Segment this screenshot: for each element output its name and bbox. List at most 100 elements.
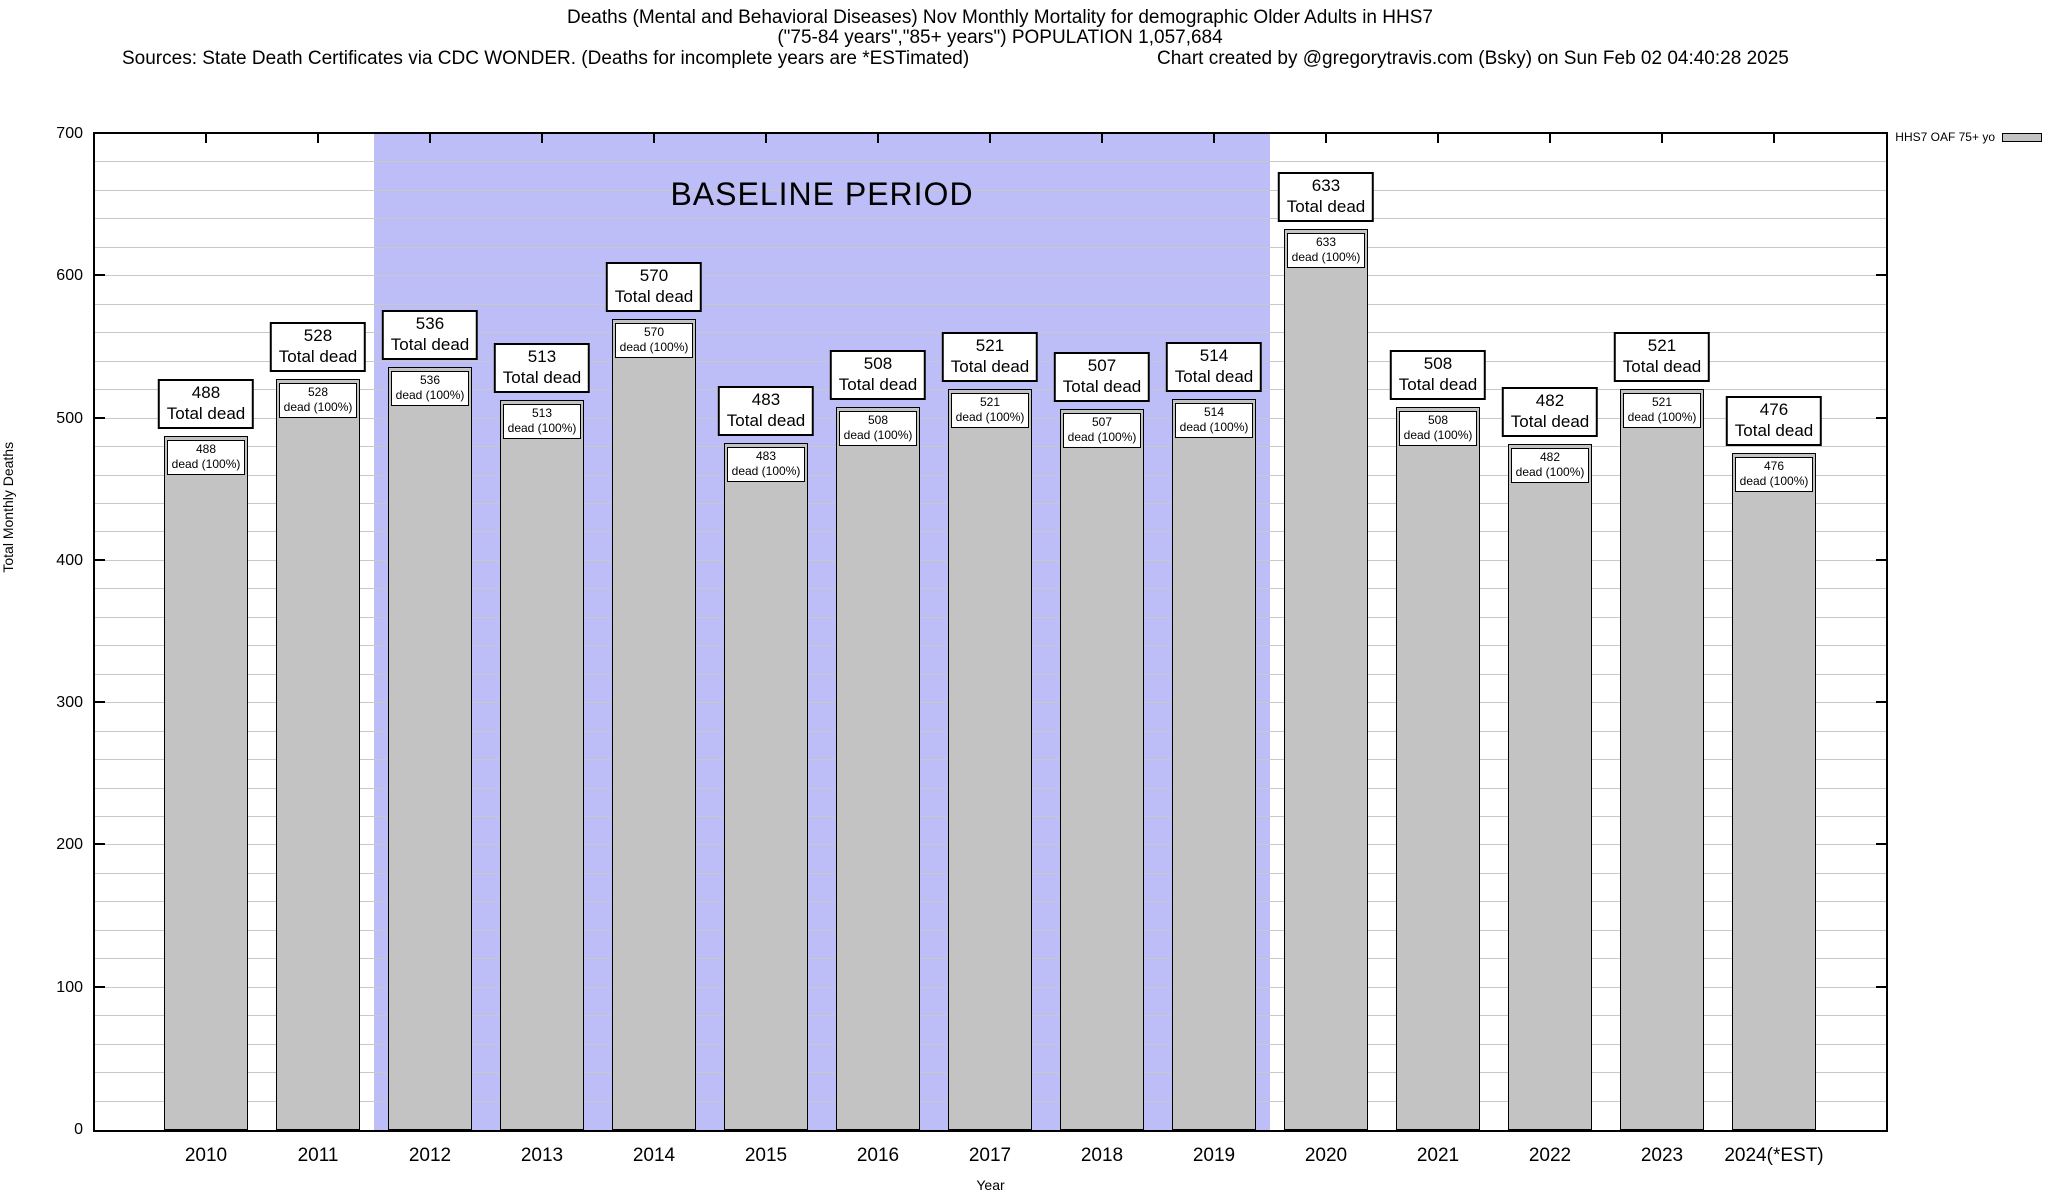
bar-outer-value: 476 [1759, 399, 1789, 419]
gridline [95, 275, 1886, 277]
y-tick-label: 500 [56, 409, 83, 427]
bar-outer-suffix: Total dead [950, 356, 1030, 376]
x-axis-tick [989, 134, 991, 143]
bar-inner-value: 513 [531, 406, 553, 420]
bar-inner-suffix: dead (100%) [1403, 428, 1473, 442]
bar-inner-label: 482 dead (100%) [1511, 448, 1589, 483]
x-tick-label: 2018 [1080, 1145, 1124, 1166]
bar-inner-value: 508 [867, 413, 889, 427]
bar-inner-label: 570 dead (100%) [615, 323, 693, 358]
bar-outer-value: 528 [303, 325, 333, 345]
bar-2011: 528 dead (100%) [276, 379, 360, 1130]
x-axis-tick [1213, 134, 1215, 143]
bar-outer-label: 514 Total dead [1165, 341, 1263, 392]
x-axis-title: Year [976, 1177, 1005, 1193]
credit-note: Chart created by @gregorytravis.com (Bsk… [1157, 48, 1789, 69]
y-axis-tick [1876, 558, 1886, 561]
bar-outer-value: 488 [191, 382, 221, 402]
bar-inner-value: 476 [1763, 459, 1785, 473]
bar-2017: 521 dead (100%) [948, 389, 1032, 1130]
bar-outer-suffix: Total dead [726, 410, 806, 430]
bar-outer-value: 514 [1199, 345, 1229, 365]
bar-outer-value: 633 [1311, 175, 1341, 195]
bar-outer-label: 507 Total dead [1053, 351, 1151, 402]
sources-note: Sources: State Death Certificates via CD… [122, 48, 970, 69]
x-tick-label: 2012 [408, 1145, 452, 1166]
x-tick-label: 2021 [1416, 1145, 1460, 1166]
bar-outer-suffix: Total dead [278, 346, 358, 366]
x-axis-tick [541, 134, 543, 143]
x-tick-label: 2023 [1640, 1145, 1684, 1166]
y-axis-tick [1876, 843, 1886, 846]
bar-outer-value: 521 [1647, 335, 1677, 355]
bar-inner-value: 521 [979, 395, 1001, 409]
bar-outer-value: 507 [1087, 355, 1117, 375]
y-axis-tick [1876, 701, 1886, 704]
gridline [95, 218, 1886, 220]
bar-inner-label: 528 dead (100%) [279, 383, 357, 418]
bar-outer-label: 521 Total dead [941, 331, 1039, 382]
bar-inner-label: 476 dead (100%) [1735, 457, 1813, 492]
y-tick-label: 200 [56, 836, 83, 854]
bar-inner-value: 488 [195, 442, 217, 456]
bar-inner-suffix: dead (100%) [619, 340, 689, 354]
bar-inner-label: 521 dead (100%) [951, 393, 1029, 428]
bar-inner-label: 508 dead (100%) [1399, 411, 1477, 446]
bar-outer-value: 536 [415, 313, 445, 333]
plot-area: Year BASELINE PERIOD 0 100 200 300 400 500 600 7… [56, 126, 1888, 1193]
y-tick-label: 100 [56, 978, 83, 996]
bar-outer-label: 536 Total dead [381, 309, 479, 360]
bar-outer-label: 570 Total dead [605, 261, 703, 312]
bar-inner-value: 482 [1539, 450, 1561, 464]
bar-outer-label: 508 Total dead [1389, 349, 1487, 400]
bar-outer-value: 482 [1535, 390, 1565, 410]
x-axis-tick [877, 134, 879, 143]
x-axis-tick [1661, 134, 1663, 143]
x-tick-label: 2020 [1304, 1145, 1348, 1166]
bar-inner-label: 513 dead (100%) [503, 404, 581, 439]
bar-outer-value: 508 [863, 353, 893, 373]
bar-inner-suffix: dead (100%) [731, 464, 801, 478]
y-tick-label: 400 [56, 551, 83, 569]
bar-outer-label: 488 Total dead [157, 378, 255, 429]
bar-outer-label: 482 Total dead [1501, 386, 1599, 437]
bar-2018: 507 dead (100%) [1060, 409, 1144, 1130]
x-tick-label: 2015 [744, 1145, 788, 1166]
x-axis-tick [1325, 134, 1327, 143]
bar-outer-suffix: Total dead [390, 334, 470, 354]
bar-inner-value: 536 [419, 373, 441, 387]
gridline [95, 189, 1886, 191]
y-tick-label: 0 [74, 1121, 83, 1138]
bar-outer-suffix: Total dead [1510, 411, 1590, 431]
bar-inner-suffix: dead (100%) [955, 410, 1025, 424]
bar-2020: 633 dead (100%) [1284, 229, 1368, 1130]
bar-inner-label: 488 dead (100%) [167, 440, 245, 475]
bar-outer-suffix: Total dead [614, 286, 694, 306]
bar-inner-suffix: dead (100%) [1067, 430, 1137, 444]
baseline-period-label: BASELINE PERIOD [670, 176, 974, 212]
legend: HHS7 OAF 75+ yo [1895, 130, 2042, 144]
bar-outer-suffix: Total dead [166, 403, 246, 423]
y-tick-label: 600 [56, 267, 83, 285]
x-axis-tick [317, 134, 319, 143]
x-tick-label: 2024(*EST) [1724, 1145, 1824, 1166]
bar-2012: 536 dead (100%) [388, 367, 472, 1130]
y-tick-label: 700 [56, 125, 83, 142]
gridline [95, 246, 1886, 248]
bar-outer-label: 483 Total dead [717, 385, 815, 436]
bar-inner-value: 633 [1315, 235, 1337, 249]
bar-outer-suffix: Total dead [502, 367, 582, 387]
x-tick-label: 2016 [856, 1145, 900, 1166]
gridline [95, 161, 1886, 163]
y-axis-tick [95, 701, 105, 704]
x-axis-tick [205, 134, 207, 143]
bar-inner-value: 507 [1091, 415, 1113, 429]
bar-2022: 482 dead (100%) [1508, 444, 1592, 1130]
bar-outer-suffix: Total dead [1286, 196, 1366, 216]
bar-2023: 521 dead (100%) [1620, 389, 1704, 1130]
gridline [95, 303, 1886, 305]
bar-outer-suffix: Total dead [1398, 374, 1478, 394]
x-axis-tick [1101, 134, 1103, 143]
bar-outer-label: 633 Total dead [1277, 171, 1375, 222]
legend-label: HHS7 OAF 75+ yo [1895, 130, 1995, 144]
